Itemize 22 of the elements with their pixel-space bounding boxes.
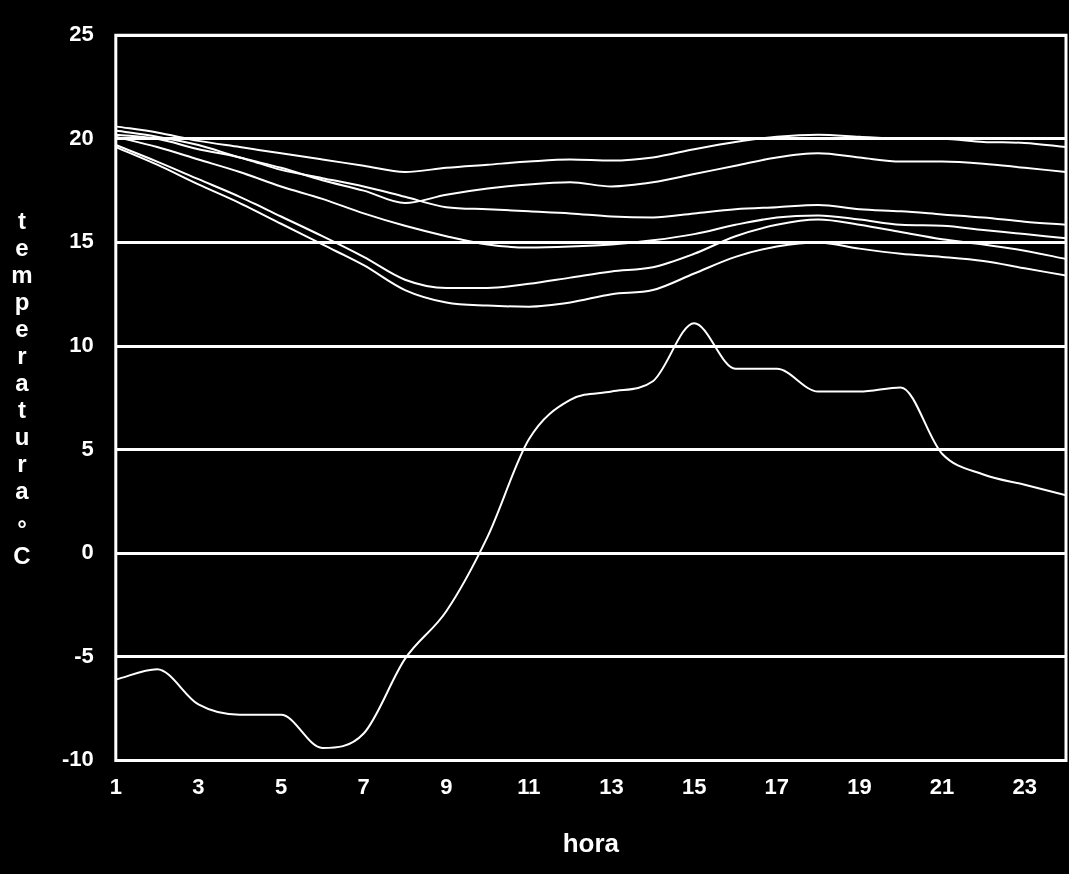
- text: temperatura °C: [11, 206, 33, 569]
- x-tick-label: 3: [192, 773, 205, 799]
- x-tick-label: 11: [517, 773, 541, 799]
- x-tick-label: 1: [109, 773, 122, 799]
- y-tick-label: 5: [81, 435, 94, 461]
- y-tick-label: 20: [69, 124, 94, 150]
- x-tick-label: 7: [357, 773, 370, 799]
- x-tick-label: 5: [274, 773, 288, 799]
- y-tick-label: 0: [81, 539, 94, 565]
- x-tick-label: 9: [440, 773, 453, 799]
- x-tick-label: 15: [681, 773, 707, 799]
- y-tick-label: -5: [74, 642, 94, 668]
- x-tick-label: 23: [1012, 773, 1037, 799]
- x-tick-label: 17: [764, 773, 790, 799]
- x-axis-title: hora: [562, 827, 620, 858]
- x-tick-label: 21: [929, 773, 955, 799]
- x-tick-label: 19: [847, 773, 872, 799]
- x-tick-label: 13: [599, 773, 624, 799]
- y-tick-label: -10: [62, 746, 94, 772]
- y-tick-label: 15: [69, 228, 94, 254]
- y-tick-label: 10: [69, 332, 94, 358]
- y-tick-label: 25: [69, 21, 94, 47]
